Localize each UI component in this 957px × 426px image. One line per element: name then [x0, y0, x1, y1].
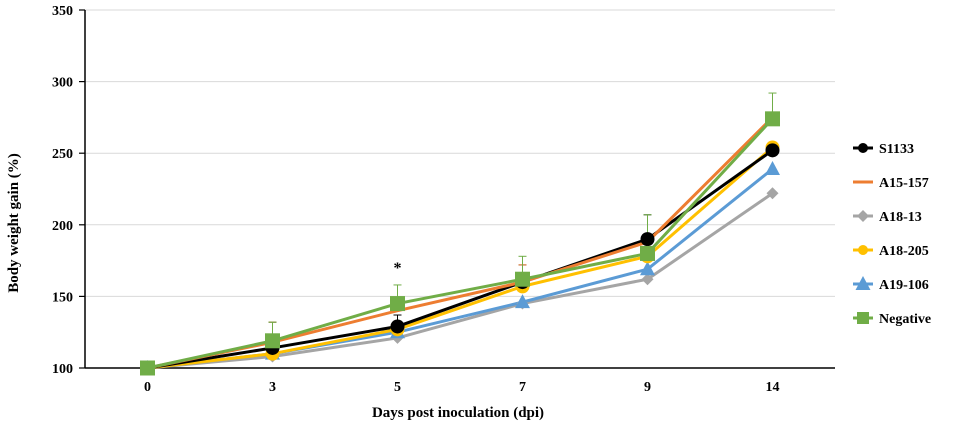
series-line-Negative [147, 117, 774, 370]
series-line-S1133 [147, 149, 774, 370]
x-tick-label-7: 7 [519, 380, 526, 395]
legend: S1133 A15-157 A18-13 A18-205 A19-106 Negative [853, 142, 931, 327]
point-A19-106-9 [640, 261, 655, 276]
point-S1133-14 [765, 143, 780, 158]
tick-labels: 100 150 200 250 300 350 0 3 5 7 9 14 [52, 4, 780, 395]
y-tick-label-150: 150 [52, 290, 73, 305]
point-Negative-5 [390, 296, 405, 312]
y-tick-label-350: 350 [52, 4, 73, 19]
point-Negative-7 [515, 271, 530, 287]
axes [79, 9, 835, 369]
series-line-A18-205 [147, 146, 774, 370]
legend-label-A19-106: A19-106 [879, 278, 929, 293]
point-Negative-3 [265, 333, 280, 349]
legend-item-S1133: S1133 [853, 142, 914, 157]
legend-item-A19-106: A19-106 [853, 276, 929, 293]
legend-label-A15-157: A15-157 [879, 176, 929, 191]
legend-label-A18-13: A18-13 [879, 210, 922, 225]
x-axis-title: Days post inoculation (dpi) [372, 405, 544, 421]
x-tick-label-14: 14 [766, 380, 780, 395]
series-line-A19-106 [147, 167, 774, 370]
legend-marker [858, 143, 868, 153]
point-A19-106-14 [765, 160, 780, 175]
x-tick-label-5: 5 [394, 380, 401, 395]
error-bars [268, 92, 777, 348]
legend-label-S1133: S1133 [879, 142, 914, 157]
point-Negative-9 [640, 245, 655, 261]
point-S1133-9 [640, 232, 655, 247]
legend-marker [857, 210, 869, 222]
y-tick-label-100: 100 [52, 362, 73, 377]
gridlines [85, 9, 835, 297]
annotation-0: * [394, 260, 402, 277]
annotations: * [394, 260, 402, 277]
legend-marker [855, 276, 871, 290]
point-S1133-5 [390, 319, 405, 334]
series-markers [140, 111, 780, 376]
y-tick-label-200: 200 [52, 219, 73, 234]
legend-item-A18-13: A18-13 [853, 210, 922, 225]
point-A19-106-7 [515, 294, 530, 309]
legend-marker [857, 312, 869, 324]
y-tick-label-250: 250 [52, 147, 73, 162]
y-axis-title: Body weight gain (%) [6, 153, 22, 293]
legend-item-A18-205: A18-205 [853, 244, 929, 259]
legend-item-Negative: Negative [853, 312, 931, 327]
legend-item-A15-157: A15-157 [853, 176, 929, 191]
point-A18-13-9 [641, 273, 654, 286]
series-line-A18-13 [147, 192, 774, 370]
x-tick-label-0: 0 [144, 380, 151, 395]
point-Negative-14 [765, 111, 780, 127]
point-Negative-0 [140, 360, 155, 376]
series-lines [147, 116, 774, 370]
legend-label-Negative: Negative [879, 312, 931, 327]
legend-marker [858, 245, 868, 255]
x-tick-label-9: 9 [644, 380, 651, 395]
y-tick-label-300: 300 [52, 76, 73, 91]
point-A18-13-14 [766, 187, 779, 200]
legend-label-A18-205: A18-205 [879, 244, 929, 259]
x-tick-label-3: 3 [269, 380, 276, 395]
